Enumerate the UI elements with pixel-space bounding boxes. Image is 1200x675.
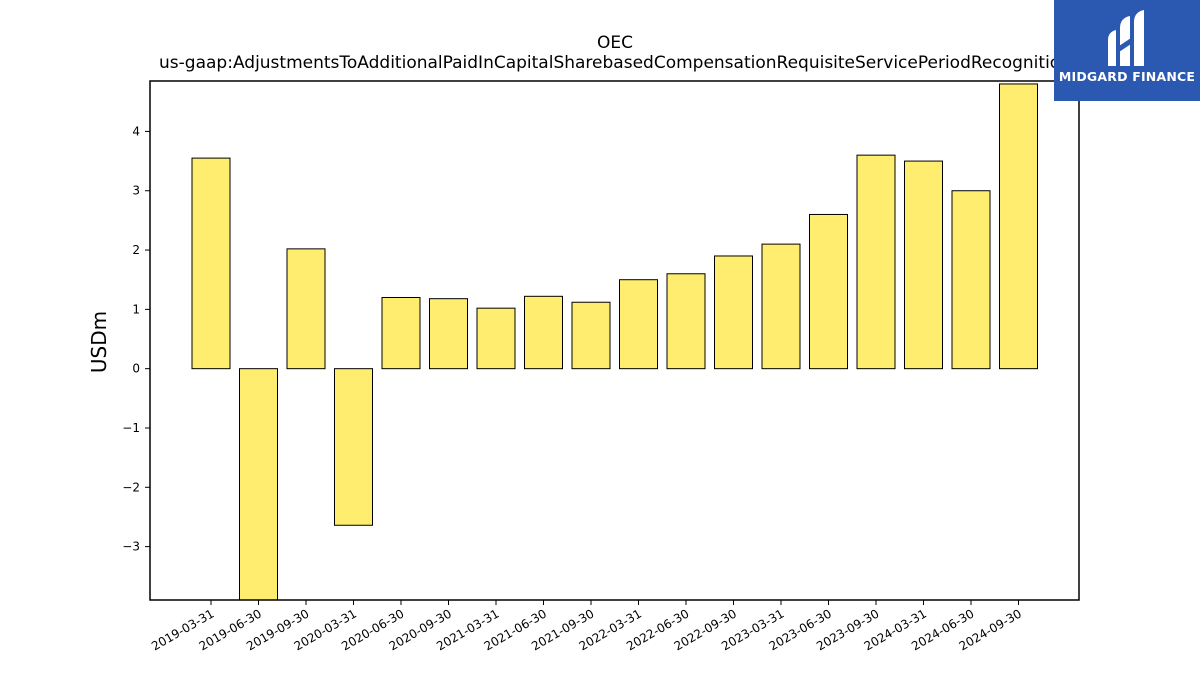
bar-2022-06-30: [666, 273, 706, 370]
chart-title: OEC: [597, 33, 633, 53]
bar-2024-09-30: [999, 83, 1038, 370]
bar-2020-09-30: [429, 298, 468, 370]
midgard-logo-icon: [1108, 10, 1144, 66]
bar-2019-06-30: [239, 368, 278, 601]
bar-2021-06-30: [524, 295, 563, 370]
y-tick-label: 3: [132, 184, 140, 198]
bar-2019-03-31: [191, 157, 231, 370]
brand-name: MIDGARD FINANCE: [1058, 69, 1196, 84]
bar-2022-09-30: [714, 255, 753, 370]
x-axis-ticks: 2019-03-312019-06-302019-09-302020-03-31…: [149, 600, 1024, 653]
y-tick-label: 4: [132, 124, 140, 138]
bar-2022-03-31: [619, 279, 658, 370]
y-tick-label: −2: [122, 480, 140, 494]
y-tick-label: 0: [132, 362, 140, 376]
bar-2024-03-31: [904, 160, 943, 370]
bar-2024-06-30: [951, 190, 991, 370]
bar-2023-09-30: [856, 154, 896, 370]
y-tick-label: −3: [122, 540, 140, 554]
bar-2023-06-30: [809, 213, 848, 370]
bar-2019-09-30: [286, 248, 326, 370]
y-axis-ticks: −3 −2 −1 0 1 2 3 4: [122, 124, 150, 554]
chart-subtitle: us-gaap:AdjustmentsToAdditionalPaidInCap…: [159, 53, 1071, 73]
bar-2023-03-31: [761, 243, 801, 370]
y-tick-label: 2: [132, 243, 140, 257]
bar-2020-03-31: [334, 368, 373, 526]
bar-2020-06-30: [381, 296, 421, 370]
bars-group: [191, 83, 1038, 601]
bar-2021-09-30: [571, 301, 611, 370]
bar-2021-03-31: [476, 307, 516, 370]
y-tick-label: −1: [122, 421, 140, 435]
brand-logo: MIDGARD FINANCE: [1054, 0, 1200, 101]
plot-frame: [149, 80, 1080, 601]
y-axis-label: USDm: [87, 311, 111, 373]
y-tick-label: 1: [132, 302, 140, 316]
